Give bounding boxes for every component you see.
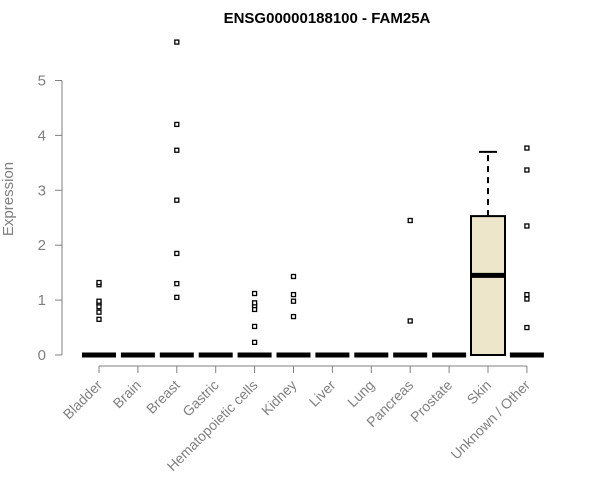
outlier-point bbox=[174, 39, 180, 45]
outlier-point bbox=[290, 291, 297, 298]
outlier-point bbox=[251, 339, 258, 346]
x-tick-label: Lung bbox=[344, 377, 377, 410]
outlier-point bbox=[174, 294, 180, 301]
x-tick-label: Liver bbox=[306, 377, 339, 410]
y-tick-label: 4 bbox=[38, 127, 46, 144]
outlier-point bbox=[407, 318, 413, 324]
y-tick-label: 2 bbox=[38, 237, 46, 254]
y-tick-label: 1 bbox=[38, 292, 46, 309]
outlier-point bbox=[290, 313, 297, 320]
outlier-point bbox=[96, 309, 102, 315]
box-skin bbox=[470, 150, 506, 356]
outlier-point bbox=[174, 250, 180, 257]
x-tick-label: Brain bbox=[110, 377, 144, 411]
outlier-point bbox=[290, 298, 297, 304]
y-axis-label: Expression bbox=[0, 162, 17, 236]
outlier-point bbox=[96, 316, 102, 322]
outlier-point bbox=[407, 217, 413, 224]
box-kidney bbox=[276, 273, 311, 358]
x-tick-label: Breast bbox=[143, 377, 183, 417]
outlier-point bbox=[174, 197, 180, 203]
outlier-point bbox=[174, 121, 180, 128]
y-tick-label: 5 bbox=[38, 73, 46, 90]
outlier-point bbox=[524, 223, 530, 229]
outlier-point bbox=[96, 298, 102, 304]
x-tick-label: Prostate bbox=[407, 377, 455, 425]
x-tick-label: Kidney bbox=[258, 377, 300, 419]
outlier-point bbox=[96, 279, 102, 286]
box-pancreas bbox=[393, 217, 428, 358]
outlier-point bbox=[251, 300, 258, 306]
outlier-point bbox=[524, 167, 530, 173]
x-tick-label: Bladder bbox=[60, 377, 106, 423]
y-tick-label: 3 bbox=[38, 182, 46, 199]
plot-area bbox=[82, 39, 544, 358]
box-hematopoietic-cells bbox=[237, 290, 272, 358]
outlier-point bbox=[524, 291, 530, 298]
x-tick-label: Skin bbox=[464, 377, 495, 408]
box-breast bbox=[159, 39, 194, 358]
chart-title: ENSG00000188100 - FAM25A bbox=[224, 10, 431, 27]
outlier-point bbox=[524, 324, 530, 331]
outlier-point bbox=[524, 145, 530, 151]
outlier-point bbox=[524, 296, 530, 302]
y-tick-label: 0 bbox=[38, 347, 46, 364]
box-bladder bbox=[82, 279, 116, 358]
box-body bbox=[470, 215, 506, 356]
outlier-point bbox=[174, 280, 180, 287]
outlier-point bbox=[251, 290, 258, 297]
outlier-point bbox=[174, 147, 180, 153]
box-unknown-other bbox=[509, 145, 544, 358]
outlier-point bbox=[290, 273, 297, 280]
outlier-point bbox=[251, 323, 258, 330]
